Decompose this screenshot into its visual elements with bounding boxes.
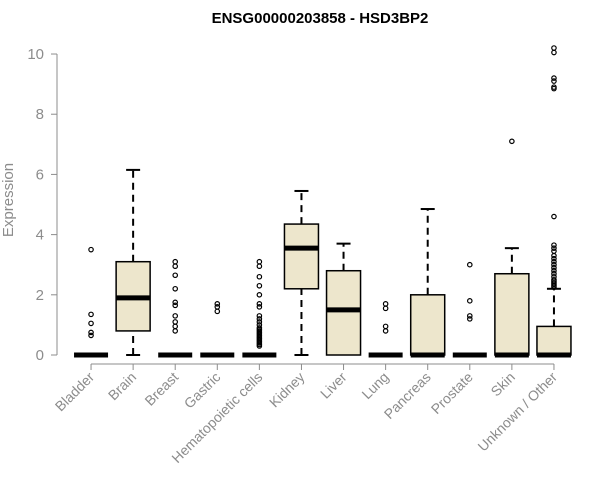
x-tick-label: Liver [317,369,350,402]
outlier-point [382,328,389,334]
x-tick-label: Bladder [52,369,98,415]
y-tick-label: 6 [36,166,44,183]
outlier-point [551,270,557,277]
outlier-point [466,313,473,319]
y-tick-label: 0 [36,347,44,364]
outlier-point [551,78,557,84]
y-axis: 0 2 4 6 8 10 [27,46,58,364]
y-tick-label: 8 [36,106,44,123]
outlier-point [256,304,263,310]
iqr-box [325,269,362,356]
x-tick-label: Kidney [266,369,308,411]
outlier-point [551,261,557,268]
box-group [283,189,320,356]
x-tick-label: Breast [141,369,181,409]
outlier-point [256,301,263,307]
iqr-box [283,223,320,290]
x-tick-label: Skin [487,369,518,400]
y-axis-label: Expression [0,163,17,237]
outlier-point [256,343,263,349]
outlier-point [214,304,221,310]
outlier-point [551,252,557,259]
outlier-point [382,305,389,312]
outlier-point [172,323,179,330]
outlier-point [172,263,179,270]
iqr-box [409,294,446,356]
outlier-point [551,45,557,51]
outlier-point [509,138,515,145]
outlier-point [256,263,263,270]
outlier-point [256,282,263,289]
outlier-point [214,301,221,307]
box-group [536,45,572,358]
outlier-point [551,264,557,271]
box-group [452,261,487,358]
outlier-point [214,308,221,315]
y-tick-label: 4 [36,227,44,244]
outlier-point [551,245,557,251]
outlier-point [256,273,263,280]
box-group [494,138,530,358]
box-group [242,258,277,358]
outlier-point [382,323,389,330]
outlier-point [382,301,389,307]
outlier-point [256,313,263,319]
outlier-point [88,246,94,253]
outlier-point [466,298,473,304]
outlier-point [172,328,179,334]
outlier-point [172,258,179,265]
outlier-point [172,302,179,309]
outlier-point [88,329,94,336]
outlier-point [466,261,473,268]
x-tick-label: Pancreas [381,369,434,422]
box-group [115,168,151,356]
outlier-point [256,316,263,322]
outlier-point [551,258,557,265]
outlier-point [256,319,263,325]
iqr-box [536,325,572,356]
outlier-point [466,316,473,322]
outlier-point [172,272,179,279]
x-tick-label: Prostate [428,369,476,417]
outlier-point [172,319,179,325]
box-group [409,208,446,358]
outlier-point [551,255,557,262]
box-group [368,301,403,358]
chart-title: ENSG00000203858 - HSD3BP2 [212,10,429,27]
outlier-point [256,292,263,298]
outlier-point [551,49,557,56]
box-group [325,242,362,356]
box-group [200,301,235,358]
box-group [74,246,109,358]
box-series [74,45,572,358]
y-tick-label: 2 [36,287,44,304]
outlier-point [88,320,94,327]
y-tick-label: 10 [27,46,44,63]
outlier-point [551,284,557,291]
outlier-point [172,299,179,306]
x-tick-label: Lung [358,369,391,402]
outlier-point [551,213,557,220]
outlier-point [172,285,179,292]
box-group [158,258,193,358]
outlier-point [88,311,94,318]
x-tick-label: Unknown / Other [474,369,560,455]
iqr-box [494,272,530,356]
outlier-point [256,258,263,265]
outlier-point [172,313,179,319]
outlier-point [551,267,557,274]
outlier-point [551,75,557,81]
outlier-point [551,242,557,248]
outlier-point [88,332,94,339]
x-tick-label: Brain [105,369,139,403]
outlier-point [551,248,557,254]
outlier-point [551,85,557,92]
